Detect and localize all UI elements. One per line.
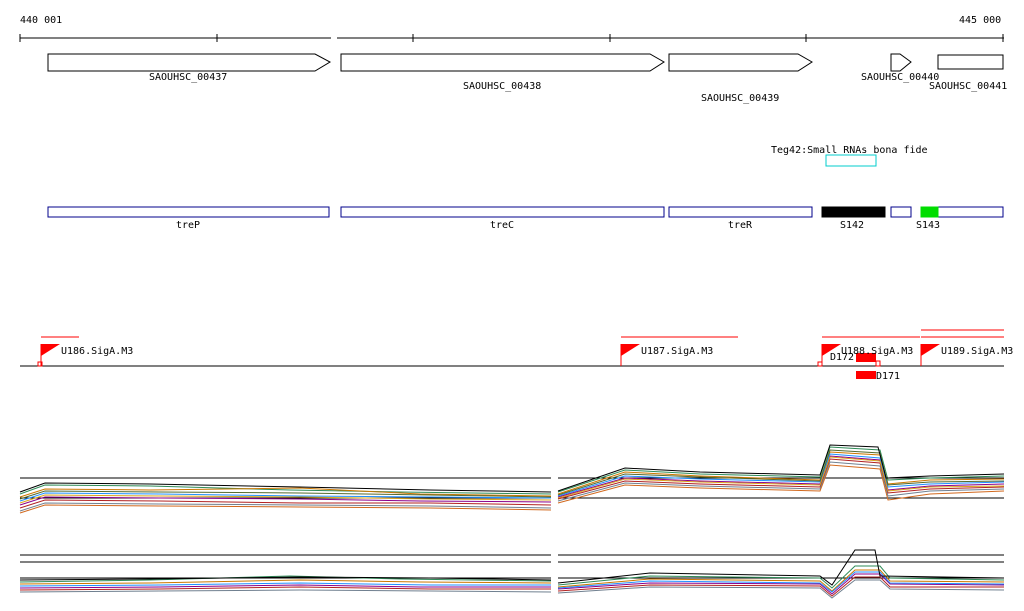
terminator-label: D171	[876, 371, 900, 382]
regulatory-track: U186.SigA.M3 U187.SigA.M3 U188.SigA.M3 U…	[20, 329, 1013, 382]
gene-arrow[interactable]	[47, 53, 332, 72]
start-coordinate-label: 440 001	[20, 15, 62, 26]
transcript-label: S143	[916, 220, 940, 231]
gene-arrow[interactable]	[668, 53, 813, 72]
terminator-label: D172	[830, 352, 854, 363]
srna-label: Teg42:Small RNAs bona fide	[771, 145, 928, 156]
promoter-label: U189.SigA.M3	[941, 346, 1013, 357]
transcript-label: treR	[728, 220, 753, 231]
gene-label: SAOUHSC_00441	[929, 81, 1007, 92]
srna-box[interactable]	[825, 154, 877, 167]
terminator-position-marker	[875, 360, 881, 367]
gene-arrow[interactable]	[340, 53, 665, 72]
gene-label: SAOUHSC_00439	[701, 93, 779, 104]
end-coordinate-label: 445 000	[959, 15, 1001, 26]
expression-track-lower	[19, 549, 1005, 599]
srna-track: Teg42:Small RNAs bona fide	[771, 145, 928, 167]
expression-track-upper	[19, 444, 1005, 514]
gene-arrow[interactable]	[937, 54, 1004, 70]
transcript-box[interactable]	[340, 206, 665, 218]
promoter-flag-icon[interactable]	[621, 344, 640, 356]
transcript-box[interactable]	[890, 206, 912, 218]
expression-profile-lines	[19, 549, 1005, 599]
transcript-box[interactable]	[920, 206, 939, 218]
transcript-box[interactable]	[821, 206, 886, 218]
gene-arrow[interactable]	[890, 53, 912, 72]
promoter-flag-icon[interactable]	[921, 344, 940, 356]
transcript-box[interactable]	[668, 206, 813, 218]
gene-track: SAOUHSC_00437 SAOUHSC_00438 SAOUHSC_0043…	[47, 53, 1007, 104]
gene-label: SAOUHSC_00440	[861, 72, 939, 83]
terminator-block[interactable]	[856, 371, 876, 379]
transcript-track: treP treC treR S142 S143	[47, 206, 1004, 231]
terminator-block[interactable]	[856, 353, 876, 362]
transcript-label: S142	[840, 220, 864, 231]
promoter-label: U186.SigA.M3	[61, 346, 133, 357]
transcript-box[interactable]	[47, 206, 330, 218]
expression-profile-lines	[19, 444, 1005, 514]
transcript-label: treP	[176, 220, 200, 231]
transcript-label: treC	[490, 220, 514, 231]
coordinate-ruler: 440 001 445 000	[19, 15, 1004, 42]
gene-label: SAOUHSC_00438	[463, 81, 541, 92]
promoter-flag-icon[interactable]	[41, 344, 60, 356]
promoter-position-marker	[817, 361, 823, 367]
promoter-label: U188.SigA.M3	[841, 346, 913, 357]
promoter-label: U187.SigA.M3	[641, 346, 713, 357]
promoter-position-marker	[37, 361, 43, 367]
gene-label: SAOUHSC_00437	[149, 72, 227, 83]
promoter-flag-icon[interactable]	[822, 344, 841, 356]
